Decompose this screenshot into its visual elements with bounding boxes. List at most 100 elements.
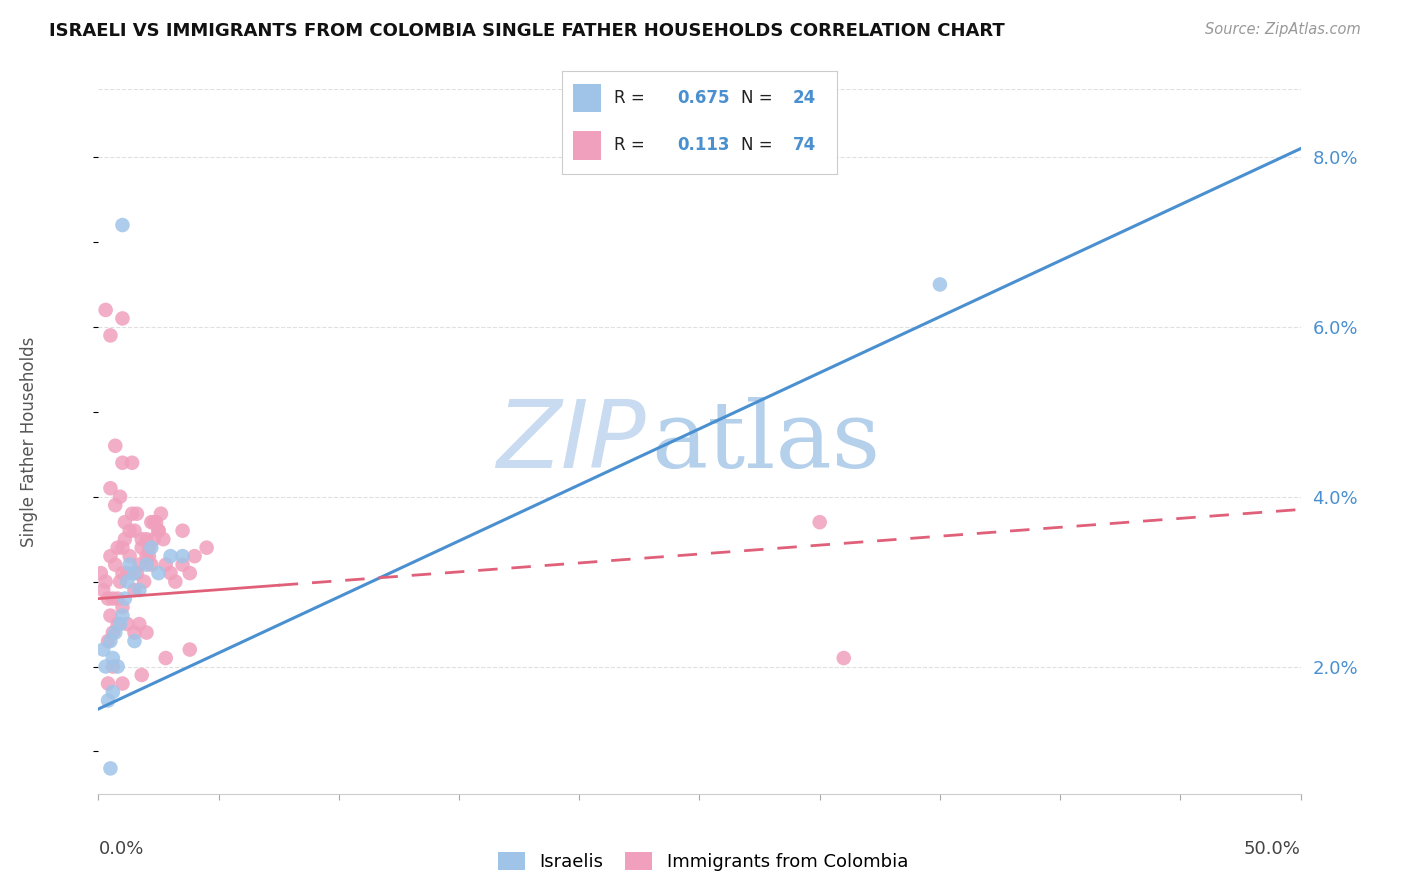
Point: [172, 549, 194, 563]
Point: [111, 608, 134, 623]
Point: [100, 761, 122, 775]
Point: [172, 558, 194, 572]
Text: R =: R =: [614, 89, 651, 107]
Point: [155, 558, 177, 572]
Point: [97, 634, 120, 648]
Point: [111, 566, 134, 581]
Point: [111, 311, 134, 326]
Point: [135, 625, 157, 640]
Point: [104, 439, 127, 453]
Point: [111, 456, 134, 470]
Legend: Israelis, Immigrants from Colombia: Israelis, Immigrants from Colombia: [491, 846, 915, 879]
Point: [117, 566, 139, 581]
Point: [107, 659, 129, 673]
Point: [117, 617, 139, 632]
Point: [94, 659, 117, 673]
FancyBboxPatch shape: [574, 131, 600, 160]
Point: [91, 642, 114, 657]
Point: [100, 481, 122, 495]
Point: [104, 558, 127, 572]
Point: [183, 549, 205, 563]
Text: 50.0%: 50.0%: [1244, 839, 1301, 858]
Point: [124, 625, 146, 640]
Point: [132, 574, 155, 589]
Point: [101, 685, 124, 699]
Point: [172, 524, 194, 538]
Point: [131, 532, 153, 546]
Point: [159, 566, 181, 581]
Text: ISRAELI VS IMMIGRANTS FROM COLOMBIA SINGLE FATHER HOUSEHOLDS CORRELATION CHART: ISRAELI VS IMMIGRANTS FROM COLOMBIA SING…: [49, 22, 1005, 40]
Text: R =: R =: [614, 136, 655, 154]
Point: [90, 566, 112, 581]
Point: [124, 583, 146, 598]
Point: [117, 574, 139, 589]
Point: [91, 583, 114, 598]
Point: [138, 549, 160, 563]
Point: [165, 574, 187, 589]
Point: [124, 524, 146, 538]
Point: [131, 541, 153, 555]
Text: N =: N =: [741, 89, 778, 107]
Text: 0.675: 0.675: [678, 89, 730, 107]
Point: [135, 549, 157, 563]
Point: [101, 591, 124, 606]
Point: [104, 625, 127, 640]
Point: [108, 490, 131, 504]
Point: [155, 651, 177, 665]
Text: 0.113: 0.113: [678, 136, 730, 154]
Point: [141, 515, 163, 529]
Point: [97, 591, 120, 606]
Point: [118, 549, 141, 563]
Point: [152, 532, 174, 546]
Point: [195, 541, 218, 555]
Point: [107, 591, 129, 606]
Point: [111, 218, 134, 232]
Point: [101, 651, 124, 665]
Point: [148, 566, 170, 581]
Point: [94, 302, 117, 317]
Point: [125, 566, 148, 581]
Point: [101, 625, 124, 640]
Point: [145, 515, 167, 529]
Point: [97, 693, 120, 707]
Text: Source: ZipAtlas.com: Source: ZipAtlas.com: [1205, 22, 1361, 37]
Point: [94, 574, 117, 589]
Point: [97, 676, 120, 690]
Point: [100, 328, 122, 343]
FancyBboxPatch shape: [574, 84, 600, 112]
Point: [124, 566, 146, 581]
Point: [128, 617, 150, 632]
Point: [100, 549, 122, 563]
Text: 74: 74: [793, 136, 815, 154]
Point: [135, 558, 157, 572]
Text: ZIP: ZIP: [496, 396, 645, 487]
Point: [128, 558, 150, 572]
Text: atlas: atlas: [651, 397, 880, 486]
Point: [149, 507, 172, 521]
Point: [108, 617, 131, 632]
Point: [121, 456, 143, 470]
Point: [138, 541, 160, 555]
Point: [125, 507, 148, 521]
Point: [100, 608, 122, 623]
Text: N =: N =: [741, 136, 778, 154]
Point: [100, 634, 122, 648]
Point: [928, 277, 950, 292]
Point: [118, 524, 141, 538]
Point: [832, 651, 855, 665]
Text: Single Father Households: Single Father Households: [20, 336, 38, 547]
Point: [107, 617, 129, 632]
Text: 24: 24: [793, 89, 815, 107]
Point: [124, 634, 146, 648]
Point: [111, 600, 134, 615]
Point: [131, 668, 153, 682]
Point: [179, 566, 201, 581]
Point: [142, 532, 165, 546]
Point: [159, 549, 181, 563]
Point: [101, 659, 124, 673]
Point: [114, 515, 136, 529]
Point: [141, 541, 163, 555]
Point: [114, 591, 136, 606]
Point: [135, 532, 157, 546]
Point: [107, 541, 129, 555]
